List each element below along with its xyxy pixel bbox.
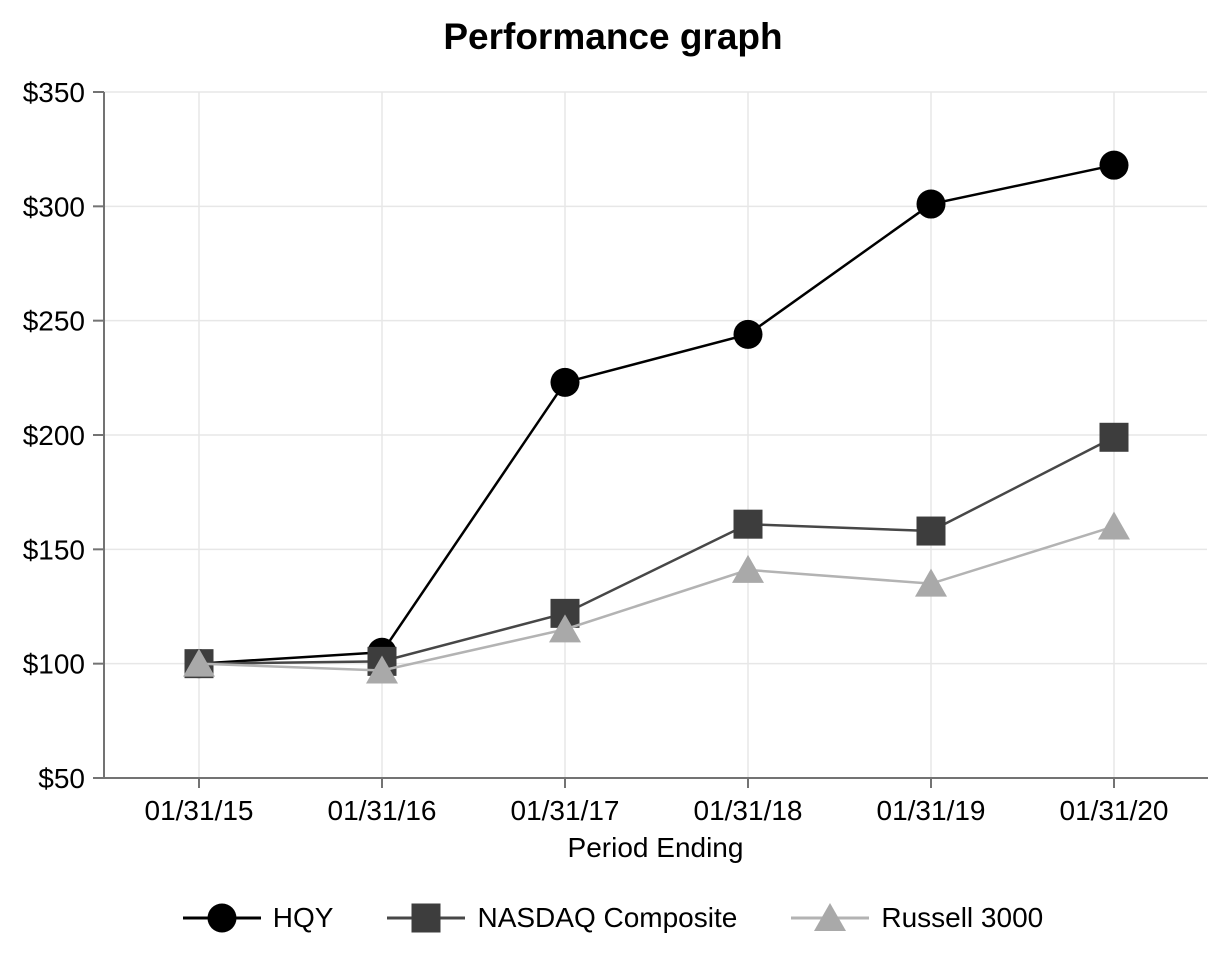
legend-label-russell-3000: Russell 3000	[881, 902, 1044, 933]
triangle-marker-russell-3000	[183, 648, 215, 677]
square-marker-legend-nasdaq-composite	[411, 903, 441, 933]
triangle-marker-russell-3000	[1098, 511, 1130, 540]
nasdaq-composite-line	[198, 436, 1115, 665]
triangle-marker-russell-3000	[366, 655, 398, 684]
hqy-circle-marker-icon	[182, 903, 261, 933]
series-russell-3000	[183, 511, 1130, 684]
legend-item-russell-3000: Russell 3000	[791, 898, 1043, 938]
x-tick-label: 01/31/16	[328, 795, 437, 826]
chart-title: Performance graph	[443, 16, 782, 57]
y-tick-label: $300	[23, 191, 85, 222]
russell-3000-line	[198, 525, 1115, 672]
y-tick-label: $50	[38, 763, 85, 794]
y-tick-label: $250	[23, 306, 85, 337]
legend-item-nasdaq-composite: NASDAQ Composite	[387, 898, 737, 938]
chart-legend: HQY NASDAQ Composite Russell 3000	[0, 892, 1226, 944]
legend-item-hqy: HQY	[182, 898, 334, 938]
x-tick-label: 01/31/15	[145, 795, 254, 826]
hqy-line	[198, 163, 1115, 665]
triangle-marker-russell-3000	[732, 554, 764, 583]
x-tick-label: 01/31/20	[1060, 795, 1169, 826]
triangle-marker-russell-3000	[549, 614, 581, 643]
russell-3000-triangle-marker-icon	[791, 903, 870, 931]
circle-marker-hqy	[916, 189, 946, 219]
y-tick-label: $150	[23, 534, 85, 565]
series-nasdaq-composite	[184, 422, 1129, 679]
x-tick-label: 01/31/19	[877, 795, 986, 826]
x-tick-label: 01/31/17	[511, 795, 620, 826]
triangle-marker-russell-3000	[915, 568, 947, 597]
circle-marker-hqy	[550, 367, 580, 397]
x-tick-label: 01/31/18	[694, 795, 803, 826]
legend-label-hqy: HQY	[272, 902, 334, 933]
circle-marker-hqy	[733, 319, 763, 349]
circle-marker-hqy	[1099, 150, 1129, 180]
y-tick-label: $200	[23, 420, 85, 451]
square-marker-nasdaq-composite	[733, 509, 763, 539]
nasdaq-composite-square-marker-icon	[387, 903, 466, 933]
circle-marker-legend-hqy	[207, 903, 237, 933]
legend-label-nasdaq-composite: NASDAQ Composite	[477, 902, 738, 933]
square-marker-nasdaq-composite	[916, 516, 946, 546]
triangle-marker-legend-russell-3000	[814, 903, 847, 931]
x-axis-title: Period Ending	[568, 832, 744, 863]
square-marker-nasdaq-composite	[1099, 422, 1129, 452]
y-tick-label: $350	[23, 77, 85, 108]
y-tick-label: $100	[23, 649, 85, 680]
